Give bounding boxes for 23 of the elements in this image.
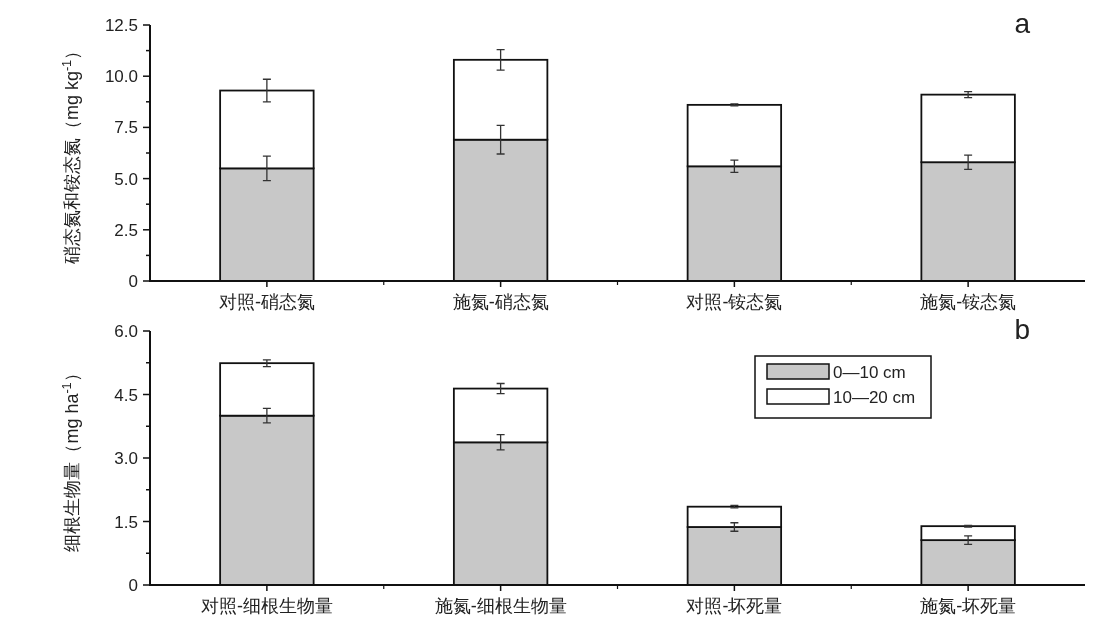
y-tick-label: 12.5 — [104, 16, 138, 35]
annotation: a — [1014, 8, 1031, 39]
x-tick-label: 对照-细根生物量 — [200, 596, 333, 616]
legend-label: 0—10 cm — [833, 363, 906, 382]
y-tick-label: 6.0 — [114, 322, 138, 341]
x-tick-label: 对照-铵态氮 — [686, 292, 783, 312]
x-tick-label: 对照-硝态氮 — [218, 292, 315, 312]
y-tick-label: 0 — [128, 272, 138, 291]
y-tick-label: 4.5 — [114, 385, 138, 405]
x-tick-label: 对照-坏死量 — [686, 596, 783, 616]
legend-label: 10—20 cm — [833, 388, 916, 407]
y-tick-label: 10.0 — [104, 67, 138, 87]
x-tick-label: 施氮-坏死量 — [920, 596, 1017, 616]
y-tick-label: 3.0 — [114, 449, 138, 468]
annotation: b — [1014, 314, 1030, 345]
x-tick-label: 施氮-细根生物量 — [434, 596, 567, 616]
y-tick-label: 2.5 — [114, 220, 138, 240]
y-tick-label: 5.0 — [114, 169, 138, 189]
y-tick-label: 0 — [128, 576, 138, 595]
y-tick-label: 7.5 — [114, 118, 138, 138]
y-tick-label: 1.5 — [114, 512, 138, 532]
x-tick-label: 施氮-硝态氮 — [452, 292, 549, 312]
x-tick-label: 施氮-铵态氮 — [920, 292, 1017, 312]
